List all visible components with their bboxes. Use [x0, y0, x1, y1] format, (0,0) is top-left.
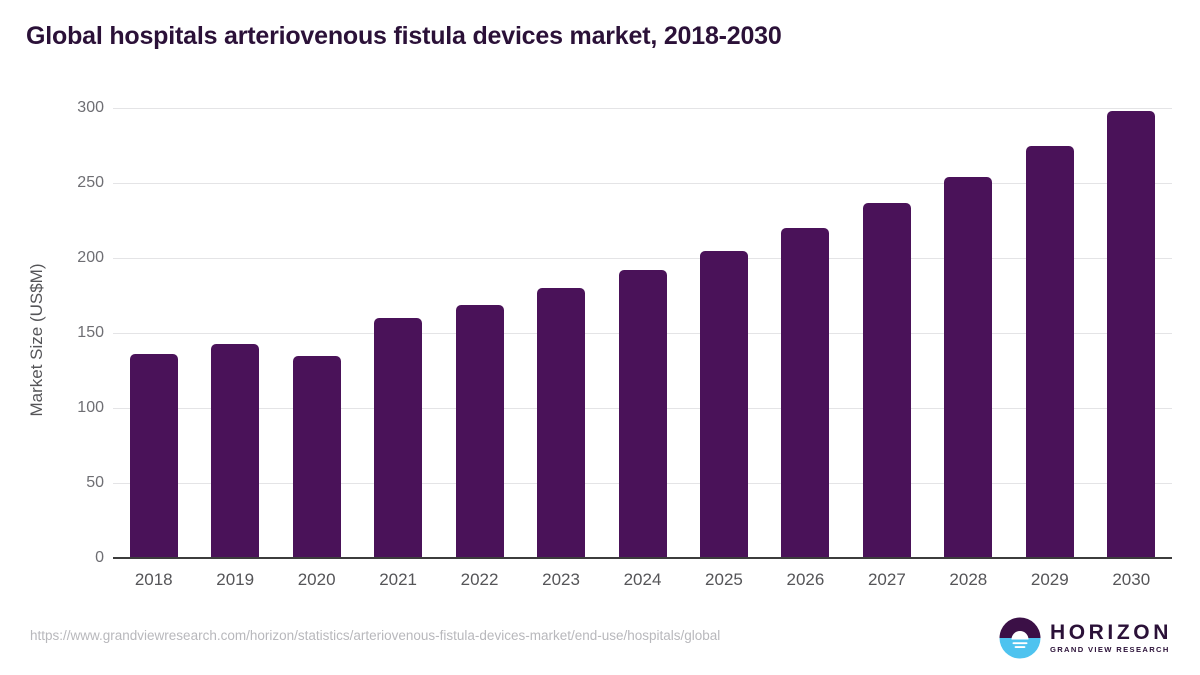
bar[interactable] [618, 270, 667, 558]
bar[interactable] [537, 288, 586, 558]
y-axis-title: Market Size (US$M) [27, 263, 46, 417]
bar[interactable] [699, 250, 748, 558]
bar[interactable] [292, 355, 341, 558]
y-tick-label: 50 [86, 474, 104, 491]
bar[interactable] [1107, 111, 1156, 558]
x-tick-label: 2027 [867, 570, 906, 589]
brand-wordmark: HORIZON GRAND VIEW RESEARCH [1050, 622, 1172, 654]
y-axis-ticks: 0 50 100 150 200 250 300 [28, 0, 104, 675]
x-tick-label: 2025 [705, 570, 743, 589]
x-tick-label: 2021 [379, 570, 418, 589]
gridline [113, 258, 1172, 259]
bar[interactable] [455, 304, 504, 558]
horizon-logo-icon [999, 617, 1041, 659]
bar[interactable] [862, 202, 911, 558]
x-tick-label: 2023 [542, 570, 580, 589]
page-title: Global hospitals arteriovenous fistula d… [26, 22, 782, 50]
horizon-logo-svg [999, 617, 1041, 659]
y-tick-label: 300 [77, 99, 104, 116]
x-tick-label: 2029 [1030, 570, 1069, 589]
plot-area [113, 108, 1172, 558]
x-tick-label: 2024 [623, 570, 662, 589]
x-tick-label: 2020 [297, 570, 336, 589]
bar[interactable] [1025, 145, 1074, 558]
x-tick-label: 2026 [786, 570, 825, 589]
x-tick-label: 2022 [460, 570, 499, 589]
y-tick-label: 250 [77, 174, 104, 191]
brand-name: HORIZON [1049, 621, 1172, 645]
y-tick-label: 0 [95, 549, 104, 566]
brand-tagline: GRAND VIEW RESEARCH [1049, 645, 1170, 655]
bar[interactable] [374, 318, 423, 558]
y-tick-label: 150 [77, 324, 104, 341]
bar[interactable] [781, 228, 830, 558]
x-tick-label: 2019 [216, 570, 255, 589]
y-tick-label: 100 [77, 399, 104, 416]
gridline [113, 108, 1172, 109]
x-tick-label: 2030 [1112, 570, 1151, 589]
x-tick-label: 2028 [949, 570, 988, 589]
x-axis-labels: 2018 2019 2020 2021 2022 2023 2024 2025 2026 2027… [113, 570, 1172, 598]
bar[interactable] [944, 177, 993, 558]
x-tick-label: 2018 [134, 570, 173, 589]
gridline [113, 183, 1172, 184]
bar[interactable] [129, 354, 178, 558]
y-tick-label: 200 [77, 249, 104, 266]
bar[interactable] [211, 343, 260, 558]
source-url[interactable]: https://www.grandviewresearch.com/horizo… [30, 628, 721, 643]
brand-logo: HORIZON GRAND VIEW RESEARCH [999, 617, 1172, 659]
x-axis-line [113, 557, 1172, 559]
